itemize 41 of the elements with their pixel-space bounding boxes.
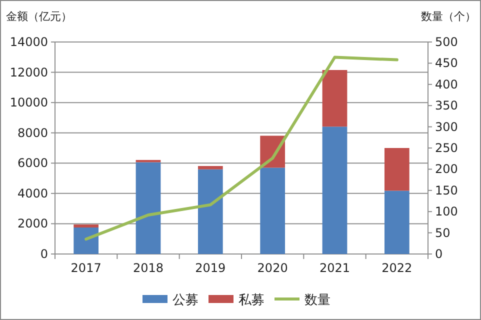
- bar: [198, 169, 223, 254]
- y2-tick-label: 100: [435, 204, 458, 219]
- x-tick-label: 2020: [257, 261, 288, 275]
- y-tick-label: 14000: [10, 35, 48, 49]
- bar: [74, 224, 99, 228]
- bar: [74, 228, 99, 254]
- y2-tick-label: 0: [435, 247, 443, 261]
- legend-label: 数量: [304, 293, 330, 308]
- y2-tick-label: 300: [435, 120, 458, 134]
- bar: [322, 70, 348, 127]
- legend-label: 私募: [238, 293, 264, 308]
- bar: [322, 126, 348, 254]
- y-axis-title: 金额（亿元）: [6, 10, 72, 23]
- bar: [384, 190, 410, 254]
- y2-axis-title: 数量（个）: [421, 10, 476, 23]
- y-tick-label: 8000: [17, 126, 48, 140]
- y-tick-label: 0: [40, 247, 48, 261]
- x-tick-label: 2018: [132, 261, 164, 275]
- bar: [384, 148, 410, 191]
- y-tick-label: 6000: [17, 156, 48, 170]
- y2-tick-label: 350: [435, 98, 458, 113]
- legend-label: 公募: [172, 293, 198, 308]
- y2-tick-label: 500: [435, 35, 458, 49]
- y2-tick-label: 50: [435, 226, 450, 240]
- bar: [136, 162, 161, 254]
- x-tick-label: 2019: [195, 261, 226, 275]
- y2-tick-label: 250: [435, 141, 458, 155]
- x-tick-label: 2021: [319, 261, 350, 275]
- y-tick-label: 4000: [17, 186, 48, 200]
- bar: [260, 168, 286, 254]
- y2-tick-label: 400: [435, 77, 458, 92]
- y2-tick-label: 200: [435, 162, 458, 176]
- y-tick-label: 12000: [10, 65, 48, 80]
- y2-tick-label: 150: [435, 183, 458, 198]
- x-tick-label: 2017: [70, 261, 102, 275]
- bar: [198, 166, 223, 170]
- line-series: [84, 56, 398, 241]
- y-tick-label: 10000: [10, 96, 48, 110]
- x-tick-label: 2022: [382, 261, 412, 275]
- y-tick-label: 2000: [17, 216, 48, 231]
- y2-tick-label: 450: [435, 56, 458, 70]
